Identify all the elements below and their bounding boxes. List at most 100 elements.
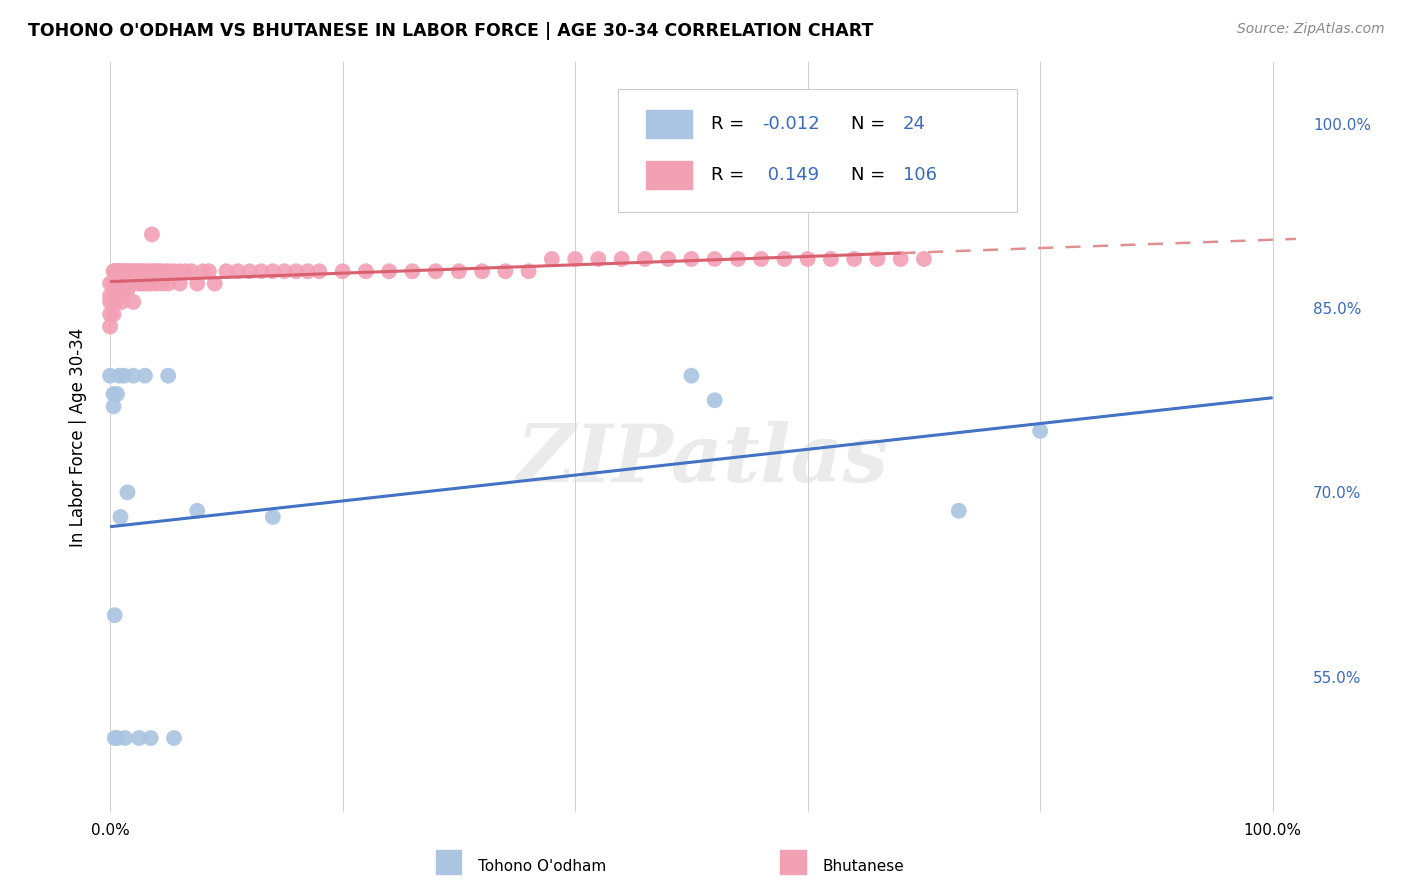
Point bbox=[111, 295, 134, 310]
Point bbox=[103, 277, 125, 291]
Point bbox=[129, 264, 152, 278]
Point bbox=[191, 264, 214, 278]
Point bbox=[98, 289, 121, 303]
Point bbox=[115, 277, 138, 291]
Point bbox=[128, 731, 150, 745]
Point bbox=[141, 227, 163, 242]
Text: R =: R = bbox=[711, 115, 751, 133]
Point bbox=[120, 264, 142, 278]
Point bbox=[262, 510, 284, 524]
Text: Tohono O'odham: Tohono O'odham bbox=[478, 859, 606, 873]
Point bbox=[103, 400, 125, 414]
Point bbox=[139, 264, 162, 278]
Point bbox=[103, 295, 125, 310]
Y-axis label: In Labor Force | Age 30-34: In Labor Force | Age 30-34 bbox=[69, 327, 87, 547]
Point bbox=[215, 264, 238, 278]
FancyBboxPatch shape bbox=[647, 161, 692, 189]
FancyBboxPatch shape bbox=[619, 88, 1018, 212]
Point bbox=[820, 252, 842, 266]
Point bbox=[401, 264, 423, 278]
Point bbox=[134, 368, 156, 383]
Point bbox=[134, 264, 156, 278]
Point bbox=[98, 368, 121, 383]
Point bbox=[198, 264, 221, 278]
Text: Bhutanese: Bhutanese bbox=[823, 859, 904, 873]
Point bbox=[103, 289, 125, 303]
Point bbox=[110, 264, 132, 278]
Point bbox=[112, 368, 135, 383]
Point bbox=[136, 264, 159, 278]
Point bbox=[98, 295, 121, 310]
Point bbox=[169, 277, 191, 291]
Point bbox=[273, 264, 295, 278]
Point bbox=[727, 252, 749, 266]
Point bbox=[180, 264, 202, 278]
Point bbox=[169, 264, 191, 278]
Text: Source: ZipAtlas.com: Source: ZipAtlas.com bbox=[1237, 22, 1385, 37]
Point bbox=[114, 264, 136, 278]
Point bbox=[145, 277, 167, 291]
Point bbox=[773, 252, 796, 266]
Point bbox=[104, 608, 127, 623]
Point bbox=[138, 277, 160, 291]
Point bbox=[122, 264, 145, 278]
Point bbox=[103, 264, 125, 278]
Point bbox=[155, 264, 177, 278]
Point bbox=[105, 387, 128, 401]
Point bbox=[128, 277, 150, 291]
Point bbox=[657, 252, 679, 266]
Point bbox=[308, 264, 330, 278]
Point bbox=[150, 277, 173, 291]
Text: N =: N = bbox=[851, 166, 890, 184]
Point bbox=[105, 277, 128, 291]
Point bbox=[948, 504, 970, 518]
FancyBboxPatch shape bbox=[647, 110, 692, 138]
Point bbox=[139, 731, 162, 745]
Text: N =: N = bbox=[851, 115, 890, 133]
Point bbox=[517, 264, 540, 278]
Text: TOHONO O'ODHAM VS BHUTANESE IN LABOR FORCE | AGE 30-34 CORRELATION CHART: TOHONO O'ODHAM VS BHUTANESE IN LABOR FOR… bbox=[28, 22, 873, 40]
Point bbox=[105, 731, 128, 745]
Point bbox=[703, 393, 725, 408]
Point bbox=[262, 264, 284, 278]
Point bbox=[912, 252, 935, 266]
Point bbox=[145, 264, 167, 278]
Point bbox=[122, 368, 145, 383]
Text: -0.012: -0.012 bbox=[762, 115, 820, 133]
Point bbox=[866, 252, 889, 266]
Point bbox=[796, 252, 818, 266]
Point bbox=[104, 295, 127, 310]
Point bbox=[117, 485, 139, 500]
Point bbox=[163, 264, 186, 278]
Point bbox=[148, 264, 170, 278]
Point bbox=[564, 252, 586, 266]
Point bbox=[118, 277, 141, 291]
Point bbox=[98, 307, 121, 321]
Point bbox=[114, 731, 136, 745]
Text: 106: 106 bbox=[903, 166, 936, 184]
Point bbox=[105, 264, 128, 278]
Point bbox=[98, 277, 121, 291]
Point bbox=[186, 277, 208, 291]
Point bbox=[98, 319, 121, 334]
Point bbox=[104, 264, 127, 278]
Point bbox=[332, 264, 354, 278]
Point bbox=[117, 283, 139, 297]
Point bbox=[844, 252, 866, 266]
Point bbox=[107, 264, 129, 278]
Point bbox=[681, 368, 703, 383]
Point bbox=[108, 289, 131, 303]
Point bbox=[226, 264, 249, 278]
Point bbox=[157, 277, 180, 291]
Point bbox=[104, 277, 127, 291]
Point bbox=[107, 283, 129, 297]
Point bbox=[103, 387, 125, 401]
Point bbox=[104, 264, 127, 278]
Point bbox=[378, 264, 401, 278]
Point bbox=[890, 252, 912, 266]
Point bbox=[122, 277, 145, 291]
Point bbox=[110, 283, 132, 297]
Point bbox=[124, 264, 146, 278]
Point bbox=[703, 252, 725, 266]
Point bbox=[122, 295, 145, 310]
